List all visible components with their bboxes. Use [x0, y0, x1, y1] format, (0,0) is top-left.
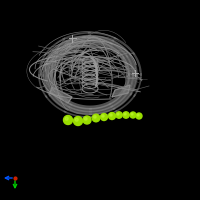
Circle shape — [130, 112, 136, 118]
Circle shape — [137, 114, 139, 116]
Circle shape — [65, 117, 68, 120]
Circle shape — [110, 114, 112, 116]
Circle shape — [136, 113, 142, 119]
Circle shape — [102, 115, 104, 117]
Circle shape — [83, 116, 91, 124]
Circle shape — [116, 112, 122, 118]
Circle shape — [74, 116, 83, 126]
Circle shape — [124, 113, 126, 115]
Circle shape — [92, 114, 100, 122]
Circle shape — [64, 116, 72, 124]
Circle shape — [117, 113, 119, 115]
Circle shape — [131, 113, 133, 115]
Circle shape — [94, 116, 96, 118]
Polygon shape — [50, 87, 72, 103]
Circle shape — [123, 112, 129, 118]
Circle shape — [108, 112, 116, 119]
Circle shape — [84, 117, 87, 120]
Circle shape — [101, 114, 108, 120]
Polygon shape — [112, 85, 130, 97]
Circle shape — [75, 118, 78, 121]
